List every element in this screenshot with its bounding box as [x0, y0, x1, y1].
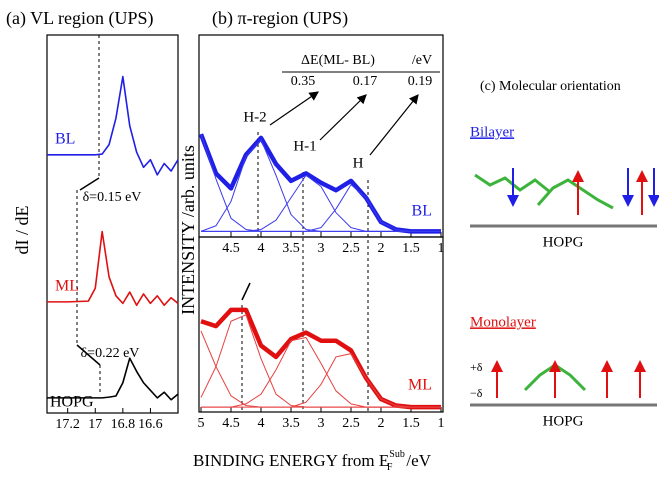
peak-label: H — [353, 155, 364, 171]
chart-title: (b) π-region (UPS) — [212, 8, 348, 29]
peak-label: H-2 — [243, 109, 266, 125]
x-label-sup: Sub — [389, 449, 405, 460]
x-tick-label: 1.5 — [402, 416, 420, 431]
peak-label: H-1 — [293, 138, 316, 154]
fit-component — [201, 336, 441, 408]
table-value: 0.17 — [353, 74, 378, 89]
spectrum — [47, 75, 179, 176]
x-label-unit: /eV — [406, 451, 431, 470]
x-tick-label: 3 — [318, 416, 325, 431]
plot-frame — [46, 34, 179, 414]
x-tick-label: 3.5 — [282, 416, 300, 431]
spectrum — [47, 357, 179, 401]
x-tick-label: 2.5 — [342, 241, 360, 256]
substrate-label: HOPG — [543, 234, 584, 250]
fit-component — [201, 353, 441, 408]
bilayer-label: Bilayer — [470, 124, 514, 140]
monolayer-label: Monolayer — [470, 314, 536, 330]
delta-annotation: δ=0.15 eV — [83, 190, 142, 205]
x-tick-label: 17 — [88, 417, 102, 432]
x-tick-label: 3 — [318, 241, 325, 256]
series-label: HOPG — [50, 394, 94, 411]
x-label-main: BINDING ENERGY from E — [193, 451, 389, 470]
x-tick-label: 5 — [198, 416, 205, 431]
delta-annotation: δ=0.22 eV — [81, 346, 140, 361]
x-tick-label: 4 — [258, 416, 265, 431]
y-axis-label: INTENSITY /arb. units — [178, 145, 198, 315]
x-tick-label: 2 — [378, 241, 385, 256]
series-label: BL — [412, 203, 432, 220]
table-header: ΔE(ML- BL) — [301, 53, 375, 68]
guides-b — [241, 71, 440, 412]
diagram-title: (c) Molecular orientation — [480, 79, 621, 94]
guides-a — [76, 35, 101, 395]
spectrum — [47, 230, 179, 307]
x-label-sub: F — [387, 462, 393, 473]
table-header: /eV — [412, 53, 432, 68]
table-value: 0.35 — [291, 74, 316, 89]
x-tick-label: 1 — [438, 241, 445, 256]
series-label: ML — [55, 278, 79, 295]
table-value: 0.19 — [408, 74, 433, 89]
fit-component — [201, 184, 441, 232]
x-tick-label: 2 — [378, 416, 385, 431]
x-tick-label: 1 — [438, 416, 445, 431]
x-tick-label: 16.6 — [138, 417, 163, 432]
series-label: BL — [55, 131, 75, 148]
x-tick-label: 4.5 — [222, 241, 240, 256]
x-axis-label: BINDING ENERGY from ESub F/eV — [193, 449, 432, 473]
x-tick-label: 2.5 — [342, 416, 360, 431]
plus-delta: +δ — [470, 360, 483, 374]
minus-delta: −δ — [470, 386, 483, 400]
plot-frame — [198, 236, 444, 413]
chart-title: (a) VL region (UPS) — [6, 8, 153, 29]
series-label: ML — [408, 377, 432, 394]
x-tick-label: 16.8 — [111, 417, 136, 432]
x-tick-label: 17.2 — [55, 417, 80, 432]
substrate-label: HOPG — [543, 413, 584, 429]
fit-component — [200, 314, 441, 408]
fit-component — [200, 139, 441, 232]
x-tick-label: 4 — [258, 241, 265, 256]
x-tick-label: 4.5 — [222, 416, 240, 431]
x-tick-label: 1.5 — [402, 241, 420, 256]
orientation-diagram: (c) Molecular orientation Bilayer HOPG M… — [470, 79, 659, 429]
y-axis-label: dI / dE — [12, 206, 32, 255]
spectrum — [200, 307, 441, 410]
x-tick-label: 3.5 — [282, 241, 300, 256]
